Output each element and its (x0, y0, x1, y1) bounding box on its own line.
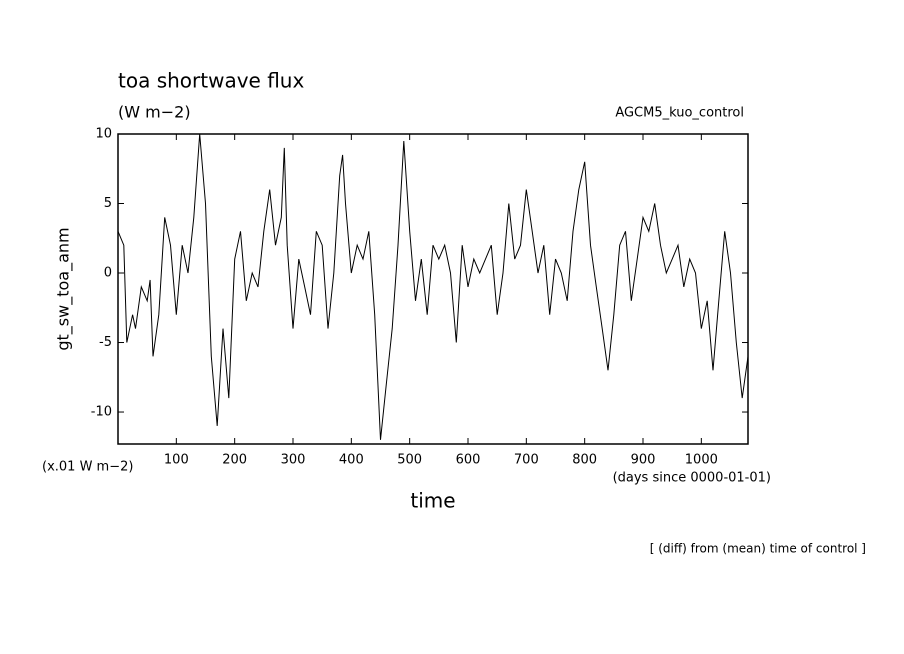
y-tick-label: -5 (99, 335, 112, 350)
subtitle: (W m−2) (118, 103, 191, 122)
x-tick-label: 500 (397, 453, 422, 468)
x-tick-label: 800 (572, 453, 597, 468)
x-tick-label: 1000 (685, 453, 718, 468)
x-tick-label: 200 (222, 453, 247, 468)
x-tick-label: 900 (631, 453, 656, 468)
annotation: AGCM5_kuo_control (615, 106, 744, 121)
chart-title: toa shortwave flux (118, 69, 304, 93)
y-tick-label: 5 (104, 196, 112, 211)
x-tick-label: 600 (456, 453, 481, 468)
data-line (117, 133, 749, 440)
x-tick-label: 400 (339, 453, 364, 468)
footer: [ (diff) from (mean) time of control ] (650, 542, 866, 556)
y-unit-label: (x.01 W m−2) (42, 460, 133, 475)
y-tick-label: 0 (104, 266, 112, 281)
y-tick-label: 10 (95, 127, 112, 142)
x-axis-label: time (410, 489, 455, 513)
x-tick-label: 700 (514, 453, 539, 468)
plot-frame (117, 133, 749, 445)
x-unit-label: (days since 0000-01-01) (613, 471, 771, 486)
x-tick-label: 100 (164, 453, 189, 468)
y-axis-label: gt_sw_toa_anm (54, 227, 74, 350)
y-tick-label: -10 (91, 405, 112, 420)
x-tick-label: 300 (281, 453, 306, 468)
